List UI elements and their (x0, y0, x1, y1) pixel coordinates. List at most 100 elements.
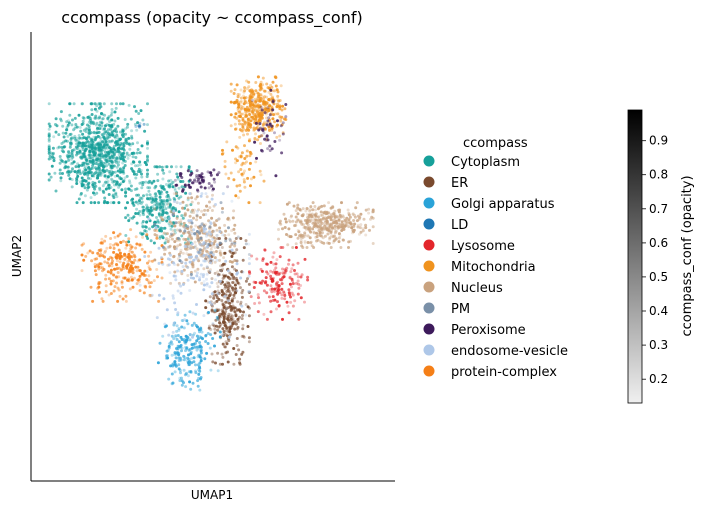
scatter-point-mitochondria (280, 115, 284, 119)
scatter-point-cytoplasm (107, 115, 111, 119)
scatter-point-mitochondria (245, 79, 249, 83)
scatter-point-endosome-vesicle (205, 272, 209, 276)
scatter-point-cytoplasm (99, 142, 103, 146)
scatter-point-er (216, 328, 219, 332)
scatter-point-cytoplasm (170, 224, 174, 228)
scatter-point-lysosome (265, 283, 269, 287)
scatter-point-peroxisome (212, 177, 216, 181)
scatter-point-er (216, 273, 220, 277)
scatter-point-cytoplasm (128, 216, 132, 220)
legend-label-golgi-apparatus: Golgi apparatus (451, 197, 555, 212)
scatter-point-nucleus (197, 208, 200, 212)
scatter-point-mitochondria (244, 128, 248, 132)
scatter-point-lysosome (282, 275, 286, 279)
scatter-point-cytoplasm (154, 194, 158, 198)
scatter-point-cytoplasm (69, 170, 73, 174)
scatter-point-cytoplasm (101, 168, 105, 172)
scatter-point-endosome-vesicle (157, 293, 161, 297)
legend-marker-nucleus (423, 281, 435, 293)
scatter-point-cytoplasm (115, 165, 119, 169)
scatter-point-golgi-apparatus (207, 311, 210, 314)
scatter-point-endosome-vesicle (195, 303, 198, 306)
scatter-point-mitochondria (223, 159, 227, 163)
scatter-point-cytoplasm (177, 186, 181, 190)
scatter-point-nucleus (303, 231, 307, 235)
scatter-point-nucleus (341, 238, 345, 242)
colorbar-ticks: 0.20.30.40.50.60.70.80.9 (642, 134, 668, 386)
scatter-point-endosome-vesicle (145, 270, 149, 274)
scatter-point-er (213, 331, 217, 335)
scatter-point-peroxisome (197, 174, 201, 177)
scatter-point-endosome-vesicle (174, 278, 178, 282)
scatter-point-mitochondria (280, 108, 284, 112)
scatter-point-protein-complex (105, 246, 109, 250)
scatter-point-er (231, 288, 235, 292)
scatter-point-nucleus (314, 218, 318, 222)
scatter-point-cytoplasm (70, 178, 74, 182)
scatter-point-cytoplasm (92, 191, 95, 195)
scatter-point-golgi-apparatus (183, 313, 187, 317)
scatter-point-lysosome (289, 270, 293, 274)
scatter-point-mitochondria (238, 122, 241, 126)
scatter-point-er (234, 322, 238, 326)
scatter-point-protein-complex (147, 267, 151, 270)
scatter-point-protein-complex (93, 265, 97, 269)
scatter-point-protein-complex (147, 254, 151, 258)
scatter-point-cytoplasm (103, 174, 107, 178)
scatter-point-nucleus (219, 253, 223, 257)
scatter-point-mitochondria (234, 145, 238, 149)
scatter-point-nucleus (352, 222, 356, 226)
scatter-point-mitochondria (232, 178, 236, 182)
scatter-point-endosome-vesicle (219, 269, 223, 273)
scatter-point-nucleus (332, 221, 336, 225)
scatter-point-endosome-vesicle (202, 283, 206, 287)
scatter-point-golgi-apparatus (174, 334, 178, 338)
scatter-point-er (242, 310, 245, 314)
scatter-point-cytoplasm (135, 221, 139, 225)
scatter-point-peroxisome (268, 113, 272, 117)
scatter-point-cytoplasm (106, 128, 110, 132)
scatter-point-cytoplasm (100, 153, 104, 157)
scatter-point-cytoplasm (170, 165, 173, 169)
scatter-point-cytoplasm (51, 146, 55, 150)
scatter-point-nucleus (210, 209, 214, 212)
scatter-point-nucleus (345, 222, 349, 226)
scatter-point-mitochondria (259, 142, 262, 145)
scatter-point-cytoplasm (134, 109, 138, 113)
scatter-point-cytoplasm (89, 140, 93, 144)
scatter-point-cytoplasm (76, 139, 80, 143)
scatter-point-nucleus (153, 233, 157, 237)
scatter-point-er (226, 315, 230, 318)
scatter-point-cytoplasm (118, 167, 122, 171)
scatter-point-cytoplasm (70, 185, 74, 189)
scatter-point-pm (186, 245, 190, 248)
scatter-point-protein-complex (116, 234, 120, 238)
scatter-point-lysosome (303, 257, 307, 261)
scatter-point-cytoplasm (94, 154, 98, 158)
scatter-point-nucleus (309, 241, 313, 245)
scatter-point-cytoplasm (136, 212, 140, 215)
scatter-point-mitochondria (256, 104, 260, 108)
scatter-point-er (215, 299, 219, 303)
scatter-point-lysosome (270, 290, 274, 294)
scatter-point-endosome-vesicle (171, 296, 175, 300)
scatter-point-cytoplasm (84, 171, 88, 175)
scatter-point-cytoplasm (125, 151, 129, 155)
scatter-point-peroxisome (280, 151, 284, 155)
scatter-point-cytoplasm (84, 136, 88, 140)
scatter-point-cytoplasm (81, 152, 85, 156)
scatter-point-peroxisome (255, 156, 258, 160)
scatter-point-peroxisome (266, 119, 270, 123)
scatter-point-pm (247, 253, 251, 256)
scatter-point-cytoplasm (75, 152, 79, 156)
scatter-point-nucleus (301, 234, 305, 237)
scatter-point-er (218, 237, 221, 240)
scatter-point-nucleus (283, 226, 287, 229)
legend-marker-protein-complex (423, 365, 435, 377)
scatter-point-cytoplasm (138, 163, 142, 167)
scatter-point-nucleus (168, 235, 172, 238)
scatter-point-nucleus (277, 237, 280, 241)
scatter-point-cytoplasm (70, 151, 74, 155)
scatter-point-mitochondria (224, 172, 228, 176)
scatter-point-cytoplasm (154, 207, 158, 211)
